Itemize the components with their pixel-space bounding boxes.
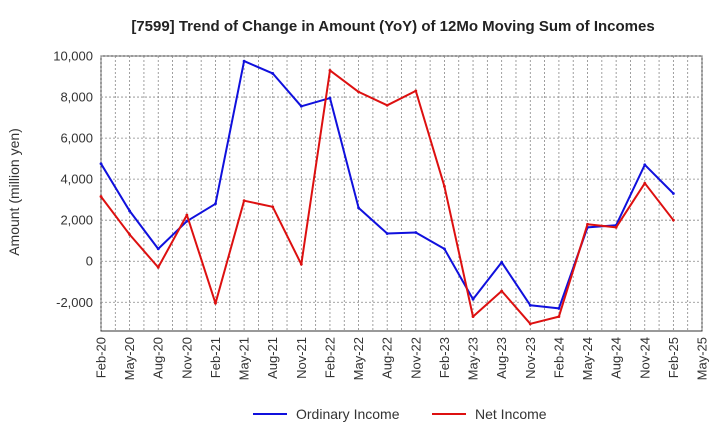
data-point	[671, 218, 675, 222]
data-point	[214, 202, 217, 206]
data-point	[471, 297, 475, 301]
x-tick-label: Nov-22	[408, 337, 423, 379]
data-point	[443, 247, 446, 251]
y-tick-label: -2,000	[56, 295, 93, 310]
y-tick-label: 10,000	[53, 49, 93, 64]
data-point	[385, 232, 389, 235]
y-tick-label: 6,000	[60, 131, 93, 146]
data-point	[643, 163, 647, 167]
x-tick-label: Nov-20	[179, 337, 194, 379]
y-tick-label: 4,000	[60, 172, 93, 187]
y-tick-label: 2,000	[60, 213, 93, 228]
x-tick-label: Feb-22	[322, 337, 337, 378]
data-point	[156, 265, 160, 269]
data-point	[557, 315, 561, 319]
data-point	[299, 104, 303, 108]
data-point	[185, 219, 189, 223]
data-point	[357, 206, 360, 210]
x-tick-label: May-24	[580, 337, 595, 380]
x-tick-label: Feb-23	[437, 337, 452, 378]
legend: Ordinary Income Net Income	[253, 406, 547, 422]
data-point	[328, 68, 332, 72]
x-tick-label: Aug-24	[609, 337, 624, 379]
data-point	[414, 89, 418, 93]
data-point	[185, 213, 189, 217]
x-tick-label: Aug-23	[494, 337, 509, 379]
data-point	[299, 262, 303, 266]
plot-area: -2,000 0 2,000 4,000 6,000 8,000 10,000 Feb-20 M…	[53, 49, 709, 381]
data-point	[614, 225, 618, 229]
data-point	[99, 162, 103, 166]
x-tick-label: Feb-24	[551, 337, 566, 378]
legend-label: Net Income	[475, 406, 547, 422]
x-tick-label: Feb-25	[666, 337, 681, 378]
x-tick-label: Aug-22	[380, 337, 395, 379]
y-tick-label: 8,000	[60, 90, 93, 105]
data-point	[586, 222, 589, 226]
data-point	[557, 307, 561, 310]
data-point	[471, 315, 475, 319]
data-point	[528, 303, 532, 307]
data-point	[500, 260, 504, 264]
data-point	[671, 192, 675, 195]
x-tick-label: May-23	[466, 337, 481, 380]
data-point	[528, 322, 532, 326]
data-point	[328, 96, 332, 100]
data-point	[643, 181, 647, 185]
data-point	[128, 209, 132, 213]
data-point	[500, 289, 504, 293]
data-point	[242, 59, 246, 63]
data-point	[214, 301, 217, 305]
x-tick-label: May-22	[351, 337, 366, 380]
legend-label: Ordinary Income	[296, 406, 400, 422]
data-point	[357, 90, 360, 94]
data-point	[242, 199, 246, 203]
x-tick-label: May-25	[695, 337, 710, 380]
x-tick-label: May-20	[122, 337, 137, 380]
data-point	[99, 195, 103, 198]
chart-title: [7599] Trend of Change in Amount (YoY) o…	[131, 18, 654, 35]
data-point	[443, 184, 446, 188]
x-tick-label: Feb-21	[208, 337, 223, 378]
x-tick-label: Aug-20	[151, 337, 166, 379]
x-tick-label: Nov-24	[637, 337, 652, 379]
y-tick-label: 0	[86, 254, 93, 269]
x-tick-label: Feb-20	[94, 337, 109, 378]
data-point	[128, 233, 132, 236]
x-tick-label: Nov-21	[294, 337, 309, 379]
data-point	[271, 205, 275, 209]
data-point	[271, 72, 275, 75]
x-tick-label: Aug-21	[265, 337, 280, 379]
y-axis-label: Amount (million yen)	[6, 128, 22, 256]
data-point	[156, 247, 160, 251]
data-point	[385, 103, 389, 107]
data-point	[414, 231, 418, 234]
x-tick-label: Nov-23	[523, 337, 538, 379]
x-tick-label: May-21	[237, 337, 252, 380]
